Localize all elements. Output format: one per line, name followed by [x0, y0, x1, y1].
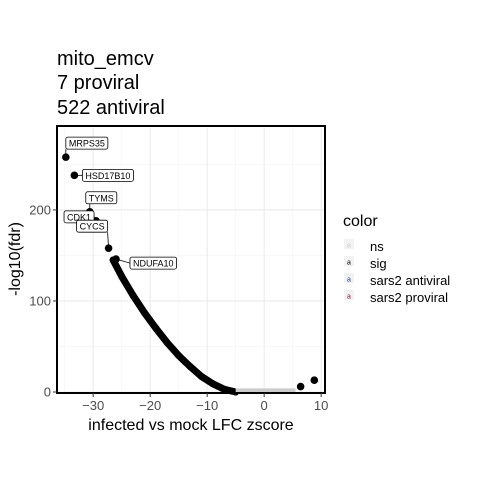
- sig-point: [209, 380, 217, 388]
- y-axis-ticks: 0 100 200: [29, 202, 57, 400]
- data-point: [310, 376, 319, 384]
- sig-points-band: [109, 256, 240, 396]
- gene-label-box: [76, 219, 108, 233]
- gene-label-tyms: TYMS: [85, 191, 118, 205]
- y-tick-label: 100: [29, 293, 51, 308]
- gene-label-mrps35: MRPS35: [65, 136, 109, 150]
- data-point: [112, 255, 120, 263]
- chart-title: mito_emcv 7 proviral 522 antiviral: [57, 48, 165, 119]
- legend-label: sig: [370, 256, 387, 271]
- legend-key: a: [347, 260, 351, 267]
- y-tick-label: 200: [29, 202, 51, 217]
- grid: [59, 128, 324, 393]
- legend-key-bg: [344, 273, 354, 283]
- gene-label-cycs: CYCS: [76, 219, 108, 233]
- sig-point: [129, 292, 137, 300]
- labeled-points: [62, 153, 319, 391]
- gene-label-text: TYMS: [89, 193, 114, 203]
- sig-point: [197, 373, 205, 381]
- gene-label-leader: [107, 232, 109, 249]
- gene-label-text: MRPS35: [69, 139, 105, 149]
- gene-label-leader: [115, 258, 131, 264]
- plot-panel-border: [56, 125, 326, 394]
- legend: color a ns a sig a sars2 antiviral a sars2 prov…: [343, 213, 450, 305]
- title-line-3: 522 antiviral: [57, 97, 165, 119]
- gene-label-hsd17b10: HSD17B10: [81, 168, 134, 182]
- legend-key-bg: [344, 290, 354, 300]
- title-line-2: 7 proviral: [57, 72, 139, 94]
- x-axis-ticks: −30 −20 −10 0 10: [82, 393, 328, 413]
- legend-label: ns: [370, 239, 384, 254]
- legend-key: a: [347, 277, 351, 284]
- gene-label-text: HSD17B10: [85, 171, 130, 181]
- data-point: [296, 382, 305, 391]
- legend-title: color: [343, 213, 378, 230]
- x-tick-label: 10: [314, 398, 328, 413]
- sig-point: [186, 363, 194, 371]
- x-tick-label: −10: [196, 398, 218, 413]
- x-tick-label: −30: [82, 398, 104, 413]
- x-tick-label: 0: [261, 398, 268, 413]
- x-axis-title: infected vs mock LFC zscore: [88, 417, 294, 434]
- ns-points: [235, 388, 296, 392]
- sig-points-curve: [109, 256, 240, 396]
- legend-key-bg: [344, 256, 354, 266]
- sig-point: [220, 385, 228, 393]
- sig-point: [152, 324, 160, 332]
- sig-point: [163, 339, 171, 347]
- ns-points-band: [235, 388, 296, 392]
- legend-label: sars2 antiviral: [370, 273, 450, 288]
- gene-label-text: NDUFA10: [133, 259, 174, 269]
- gene-label-box: [85, 191, 118, 205]
- y-axis-title: -log10(fdr): [7, 222, 24, 296]
- legend-key-bg: [344, 239, 354, 249]
- sig-point: [175, 352, 183, 360]
- title-line-1: mito_emcv: [57, 48, 154, 70]
- gene-label-ndufa10: NDUFA10: [129, 256, 177, 270]
- legend-key: a: [347, 243, 351, 250]
- legend-label: sars2 proviral: [370, 290, 448, 305]
- gene-label-text: CYCS: [80, 222, 105, 232]
- legend-key: a: [347, 294, 351, 301]
- sig-point: [118, 272, 126, 280]
- gene-label-text: CDK1: [67, 212, 91, 222]
- x-tick-label: −20: [139, 398, 161, 413]
- sig-point: [140, 309, 148, 317]
- gene-label-box: [65, 136, 109, 150]
- y-tick-label: 0: [44, 385, 51, 400]
